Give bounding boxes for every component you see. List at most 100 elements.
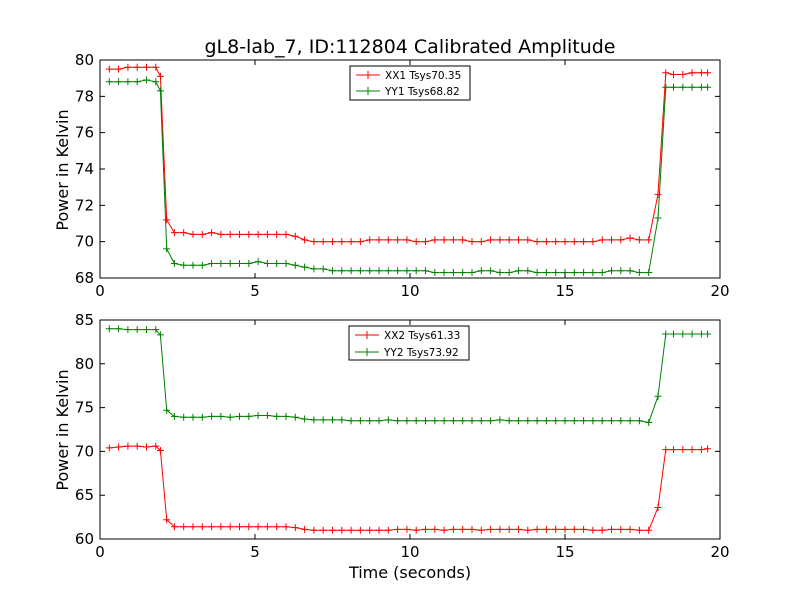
legend-label-xx1: XX1 Tsys70.35 (385, 70, 461, 82)
data-point (366, 236, 374, 244)
data-point (580, 269, 588, 277)
data-point (156, 87, 164, 95)
data-point (505, 269, 513, 277)
data-point (645, 526, 653, 534)
y-tick-label: 68 (75, 269, 94, 287)
data-point (449, 236, 457, 244)
data-point (180, 261, 188, 269)
y-tick-label: 85 (75, 311, 94, 329)
data-point (477, 526, 485, 534)
data-point (282, 259, 290, 267)
data-point (617, 417, 625, 425)
data-point (198, 523, 206, 531)
data-point (263, 259, 271, 267)
data-point (282, 523, 290, 531)
data-point (310, 526, 318, 534)
data-point (496, 416, 504, 424)
data-point (524, 417, 532, 425)
data-point (105, 325, 113, 333)
data-point (245, 230, 253, 238)
data-point (133, 78, 141, 86)
data-point (598, 269, 606, 277)
data-point (133, 442, 141, 450)
data-point (561, 525, 569, 533)
data-point (356, 417, 364, 425)
data-point (263, 230, 271, 238)
data-point (533, 269, 541, 277)
data-point (217, 412, 225, 420)
data-point (589, 238, 597, 246)
data-point (189, 523, 197, 531)
data-point (440, 269, 448, 277)
data-point (338, 238, 346, 246)
data-point (226, 523, 234, 531)
data-point (403, 525, 411, 533)
data-point (124, 442, 132, 450)
x-tick-label: 5 (250, 543, 260, 561)
data-point (477, 238, 485, 246)
data-point (189, 261, 197, 269)
data-point (487, 417, 495, 425)
data-point (394, 236, 402, 244)
data-point (670, 330, 677, 338)
data-point (412, 267, 420, 275)
data-point (291, 261, 299, 269)
y-axis-label: Power in Kelvin (53, 369, 72, 490)
data-point (236, 412, 243, 420)
data-point (403, 236, 411, 244)
data-point (170, 229, 178, 237)
data-point (245, 259, 253, 267)
data-point (598, 236, 606, 244)
data-point (704, 83, 712, 91)
legend-label-yy2: YY2 Tsys73.92 (383, 347, 459, 359)
data-point (143, 63, 150, 71)
data-point (273, 230, 281, 238)
data-point (542, 269, 550, 277)
data-point (679, 446, 687, 454)
data-point (697, 69, 705, 77)
data-point (156, 447, 164, 455)
data-point (254, 411, 262, 419)
data-point (273, 259, 281, 267)
data-point (115, 325, 123, 333)
data-point (245, 523, 253, 531)
data-point (226, 413, 234, 421)
data-point (552, 525, 560, 533)
x-tick-label: 0 (95, 543, 105, 561)
data-point (626, 525, 634, 533)
data-point (477, 417, 485, 425)
data-point (505, 236, 513, 244)
data-point (459, 236, 467, 244)
data-point (124, 326, 132, 334)
data-point (152, 63, 160, 71)
data-point (688, 83, 696, 91)
data-point (440, 417, 448, 425)
data-point (163, 245, 171, 253)
y-tick-label: 72 (75, 196, 94, 214)
data-point (589, 269, 597, 277)
data-point (580, 238, 588, 246)
chart-bottom: Power in Kelvin Time (seconds) 0 5 10 15 20 6… (53, 311, 730, 582)
data-point (384, 526, 392, 534)
data-point (226, 259, 234, 267)
data-point (347, 417, 355, 425)
data-point (449, 417, 457, 425)
data-point (515, 236, 522, 244)
data-point (133, 326, 141, 334)
data-point (282, 412, 290, 420)
data-point (412, 526, 420, 534)
data-point (697, 446, 705, 454)
data-point (291, 232, 299, 240)
data-point (662, 69, 670, 77)
data-point (115, 78, 123, 86)
data-point (440, 526, 448, 534)
data-point (422, 417, 429, 425)
data-point (105, 444, 113, 452)
data-point (115, 65, 123, 73)
y-tick-label: 70 (75, 233, 94, 251)
data-point (254, 523, 262, 531)
data-point (626, 267, 634, 275)
data-point (645, 418, 653, 426)
data-point (263, 411, 271, 419)
data-point (670, 71, 677, 79)
